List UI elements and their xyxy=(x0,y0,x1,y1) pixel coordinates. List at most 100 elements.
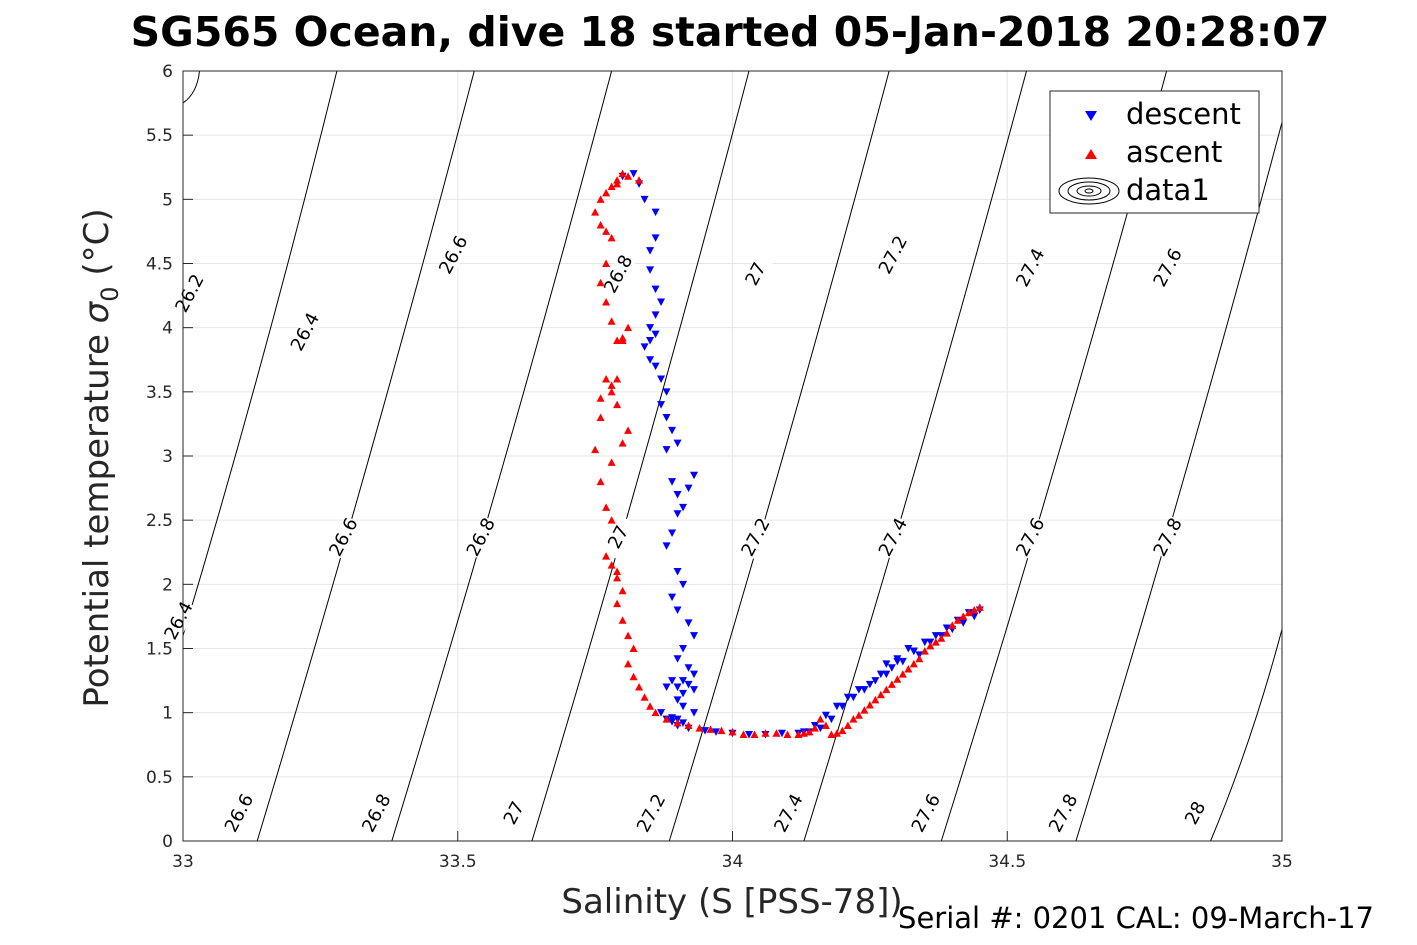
y-axis-label: Potential temperature σ0 (°C) xyxy=(77,208,124,707)
grid-lines xyxy=(182,70,1283,842)
ascent-point xyxy=(629,644,638,652)
ascent-point xyxy=(607,387,616,396)
contour-label-bg xyxy=(772,791,807,836)
descent-point xyxy=(970,612,979,621)
ascent-point xyxy=(618,616,627,624)
contour-label-bg xyxy=(288,310,324,355)
ascent-point xyxy=(684,721,693,729)
legend-descent-label: descent xyxy=(1126,97,1241,131)
y-axis-label-subscript: 0 xyxy=(96,286,124,301)
chart-title: SG565 Ocean, dive 18 started 05-Jan-2018… xyxy=(131,8,1330,56)
ascent-point xyxy=(602,227,611,235)
ascent-point xyxy=(695,724,704,732)
ascent-point xyxy=(624,631,633,640)
ascent-point xyxy=(816,715,825,723)
ascent-point xyxy=(602,552,611,560)
ascent-point xyxy=(761,729,770,737)
descent-point xyxy=(673,696,682,704)
y-tick-label: 3 xyxy=(162,447,173,467)
descent-point xyxy=(684,484,693,493)
contour-label-bg xyxy=(739,252,774,297)
contour-label-bg xyxy=(1151,246,1186,290)
ascent-point xyxy=(838,726,847,735)
descent-point xyxy=(854,686,863,694)
descent-point xyxy=(646,356,655,364)
descent-point xyxy=(871,677,880,685)
ascent-point xyxy=(607,516,616,524)
x-tick-label: 35 xyxy=(1271,852,1293,872)
density-contour-line xyxy=(391,70,613,842)
descent-point xyxy=(898,657,907,666)
ascent-point xyxy=(618,439,627,447)
contour-label-bg xyxy=(436,233,472,278)
ascent-point xyxy=(893,675,902,683)
descent-point xyxy=(904,645,913,653)
descent-point xyxy=(690,686,699,694)
ascent-point xyxy=(613,336,622,344)
ascent-point xyxy=(596,477,605,486)
ascent-point xyxy=(931,638,940,646)
serial-cal-footer: Serial #: 0201 CAL: 09-March-17 xyxy=(898,901,1374,935)
ascent-point xyxy=(624,426,633,434)
descent-point xyxy=(668,593,677,602)
descent-point xyxy=(651,362,660,371)
y-tick-label: 2.5 xyxy=(146,511,173,531)
y-tick-label: 0.5 xyxy=(146,768,173,788)
descent-point xyxy=(673,606,682,614)
descent-point xyxy=(673,655,682,663)
ascent-point xyxy=(728,727,737,736)
contour-label-bg xyxy=(1151,515,1186,560)
descent-point xyxy=(821,711,830,720)
legend-data1-label: data1 xyxy=(1126,173,1210,207)
ascent-point xyxy=(613,573,622,582)
contour-label-bg xyxy=(326,515,362,560)
ascent-point xyxy=(898,670,907,678)
density-contour-line xyxy=(182,70,200,104)
contour-label-bg xyxy=(497,791,532,836)
ascent-point xyxy=(607,381,616,389)
descent-point xyxy=(679,580,688,589)
contour-label: 27 xyxy=(601,515,637,560)
legend-contour-icon xyxy=(1058,177,1120,205)
contour-label-bg xyxy=(909,791,945,836)
ascent-point xyxy=(596,278,605,287)
descent-point xyxy=(629,170,638,178)
descent-point xyxy=(657,709,666,717)
ascent-point xyxy=(915,654,924,663)
x-tick-label: 34 xyxy=(722,852,744,872)
density-contour-line xyxy=(1075,122,1283,842)
ascent-point xyxy=(646,702,655,710)
contour-label-bg xyxy=(162,599,197,643)
descent-point xyxy=(679,503,688,512)
ascent-point xyxy=(635,176,644,184)
ascent-point xyxy=(613,567,622,575)
contour-label-bg xyxy=(464,515,500,560)
legend: descent ascent data1 xyxy=(1049,90,1260,214)
descent-point xyxy=(673,491,682,499)
descent-point xyxy=(832,702,841,711)
ascent-point xyxy=(948,621,957,629)
descent-point xyxy=(651,234,660,242)
ascent-point xyxy=(607,233,616,242)
ascent-point xyxy=(926,641,935,650)
ascent-point xyxy=(937,634,946,642)
ascent-point xyxy=(591,208,600,216)
descent-point xyxy=(651,208,660,217)
descent-point xyxy=(887,664,896,672)
ascent-point xyxy=(607,317,616,325)
descent-point xyxy=(931,632,940,640)
descent-point xyxy=(690,709,699,717)
descent-point xyxy=(673,439,682,448)
y-tick-label: 6 xyxy=(162,62,173,82)
descent-point xyxy=(668,714,677,722)
ascent-point xyxy=(602,259,611,267)
ascent-point xyxy=(624,172,633,180)
descent-point xyxy=(838,702,847,711)
y-tick-label: 5.5 xyxy=(146,126,173,146)
contour-label-bg xyxy=(1178,791,1214,836)
descent-point xyxy=(651,285,660,294)
ascent-point xyxy=(602,503,611,511)
descent-point xyxy=(690,471,699,480)
ascent-point xyxy=(964,608,973,617)
